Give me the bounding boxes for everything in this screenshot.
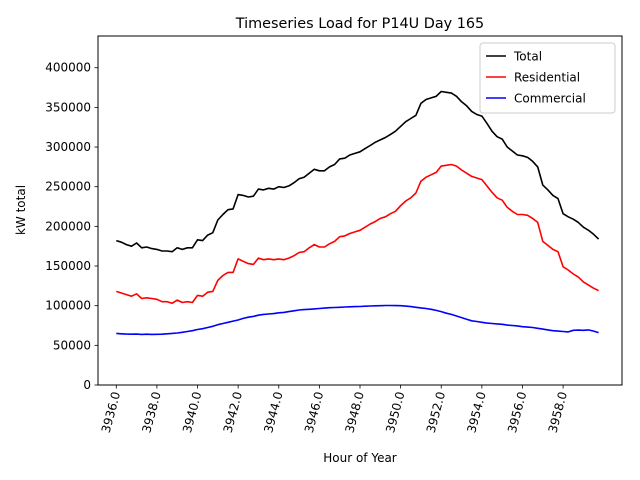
x-tick-label: 3940.0 — [180, 390, 204, 434]
x-tick-label: 3954.0 — [464, 390, 488, 434]
series-line-commercial — [116, 304, 599, 336]
plot-lines — [116, 90, 600, 336]
x-tick-label: 3952.0 — [424, 390, 448, 434]
x-tick-label: 3956.0 — [505, 390, 529, 434]
x-tick-label: 3946.0 — [302, 390, 326, 434]
y-tick-label: 100000 — [45, 299, 91, 313]
legend-label-residential: Residential — [514, 71, 580, 85]
y-tick-label: 50000 — [53, 338, 91, 352]
legend-label-commercial: Commercial — [514, 92, 586, 106]
legend-label-total: Total — [513, 50, 542, 64]
y-tick-label: 150000 — [45, 259, 91, 273]
x-tick-label: 3942.0 — [221, 390, 245, 434]
series-line-total — [116, 90, 600, 253]
y-axis: 0 50000 100000 150000 200000 250000 300000 3500… — [45, 61, 98, 392]
chart-title: Timeseries Load for P14U Day 165 — [235, 16, 484, 32]
legend-frame — [479, 42, 616, 114]
x-tick-label: 3958.0 — [546, 390, 570, 434]
y-tick-label: 0 — [83, 378, 91, 392]
y-axis-label: kW total — [14, 185, 28, 235]
plot-frame — [97, 35, 623, 386]
x-tick-label: 3948.0 — [343, 390, 367, 434]
x-tick-label: 3936.0 — [99, 390, 123, 434]
y-tick-label: 350000 — [45, 100, 91, 114]
x-axis-label: Hour of Year — [323, 451, 397, 465]
x-tick-label: 3938.0 — [139, 390, 163, 434]
x-tick-label: 3950.0 — [383, 390, 407, 434]
y-tick-label: 200000 — [45, 219, 91, 233]
y-tick-label: 250000 — [45, 180, 91, 194]
x-axis: 3936.0 3938.0 3940.0 3942.0 3944.0 3946.0 3948… — [99, 385, 570, 434]
y-tick-label: 300000 — [45, 140, 91, 154]
y-tick-label: 400000 — [45, 61, 91, 75]
series-line-residential — [116, 163, 599, 305]
legend: Total Residential Commercial — [479, 42, 616, 114]
x-tick-label: 3944.0 — [261, 390, 285, 434]
